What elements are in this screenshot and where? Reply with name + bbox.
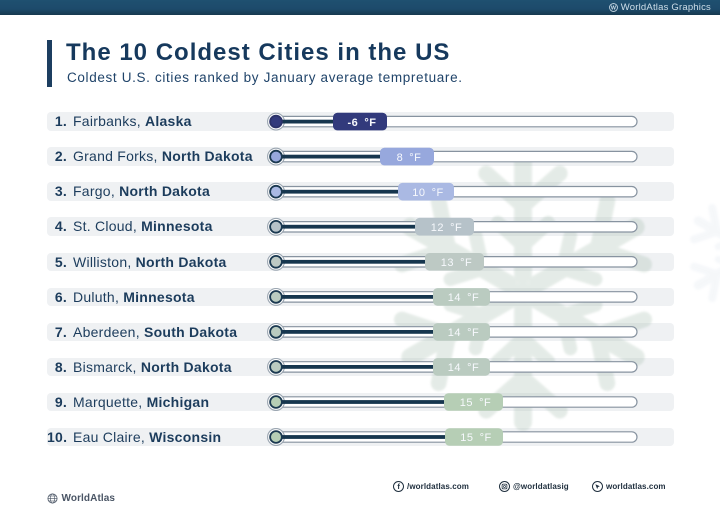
svg-text:8 °F: 8 °F xyxy=(397,152,422,164)
svg-text:15 °F: 15 °F xyxy=(460,397,491,409)
svg-text:W: W xyxy=(611,6,617,12)
svg-text:15 °F: 15 °F xyxy=(460,432,491,444)
svg-text:10 °F: 10 °F xyxy=(412,187,443,199)
svg-text:-6 °F: -6 °F xyxy=(348,117,377,129)
svg-text:14 °F: 14 °F xyxy=(448,327,479,339)
svg-text:14 °F: 14 °F xyxy=(448,362,479,374)
svg-text:13 °F: 13 °F xyxy=(441,257,472,269)
svg-text:f: f xyxy=(397,482,400,491)
svg-text:14 °F: 14 °F xyxy=(448,292,479,304)
svg-text:12 °F: 12 °F xyxy=(431,222,462,234)
